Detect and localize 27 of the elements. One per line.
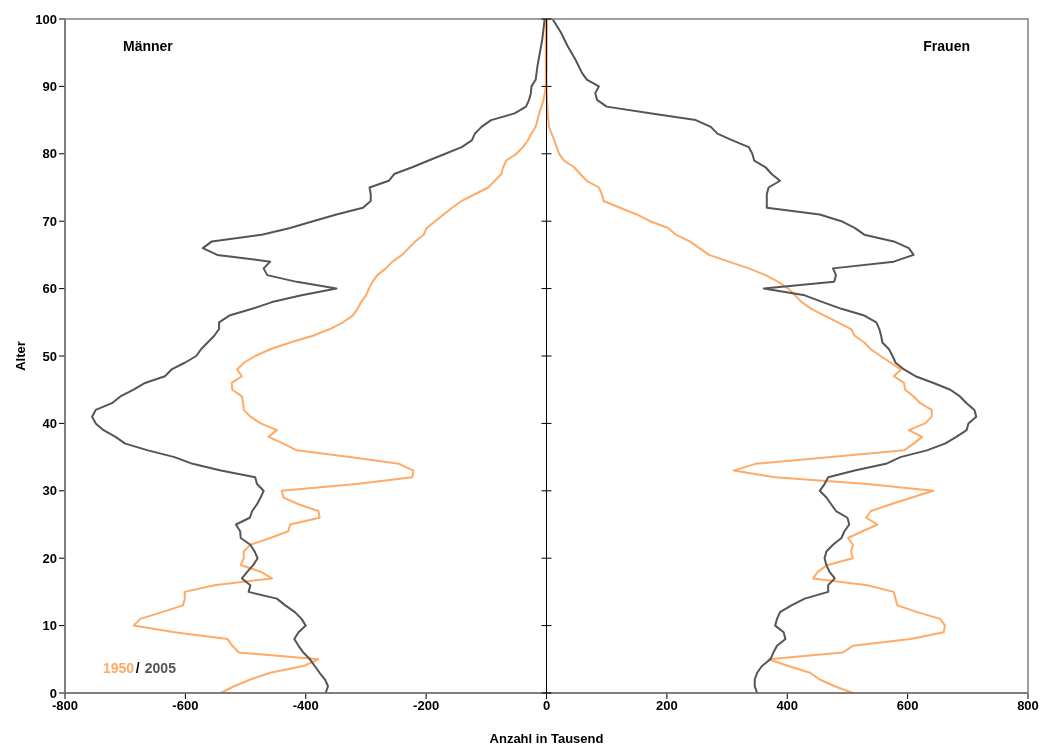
x-tick-label: -200: [413, 698, 440, 714]
annotation: /: [135, 660, 140, 676]
text: 2005: [144, 660, 177, 676]
annotation: Frauen: [923, 38, 970, 54]
x-tick-label: 800: [1017, 698, 1039, 714]
y-tick-label: 80: [42, 146, 57, 162]
annotation: Männer: [123, 38, 174, 54]
x-tick-label: 200: [656, 698, 678, 714]
y-tick-label: 10: [42, 618, 57, 634]
x-tick-label: 600: [896, 698, 919, 714]
y-axis-title: Alter: [12, 341, 28, 371]
y-tick-label: 40: [42, 416, 57, 432]
y-tick-label: 20: [42, 550, 57, 566]
x-tick-label: -400: [292, 698, 319, 714]
text: 1950: [103, 660, 135, 676]
y-tick-label: 0: [49, 685, 57, 701]
y-tick-label: 70: [42, 213, 57, 229]
y-tick-label: 30: [42, 483, 57, 499]
x-tick-label: -600: [172, 698, 199, 714]
x-axis-title: Anzahl in Tausend: [489, 731, 604, 746]
x-tick-label: 0: [542, 698, 551, 714]
y-tick-label: 90: [42, 79, 57, 95]
x-tick-label: 400: [776, 698, 799, 714]
y-tick-label: 60: [42, 281, 57, 297]
y-tick-label: 100: [35, 11, 57, 27]
x-tick-label: -800: [51, 698, 79, 714]
y-tick-label: 50: [42, 348, 57, 364]
